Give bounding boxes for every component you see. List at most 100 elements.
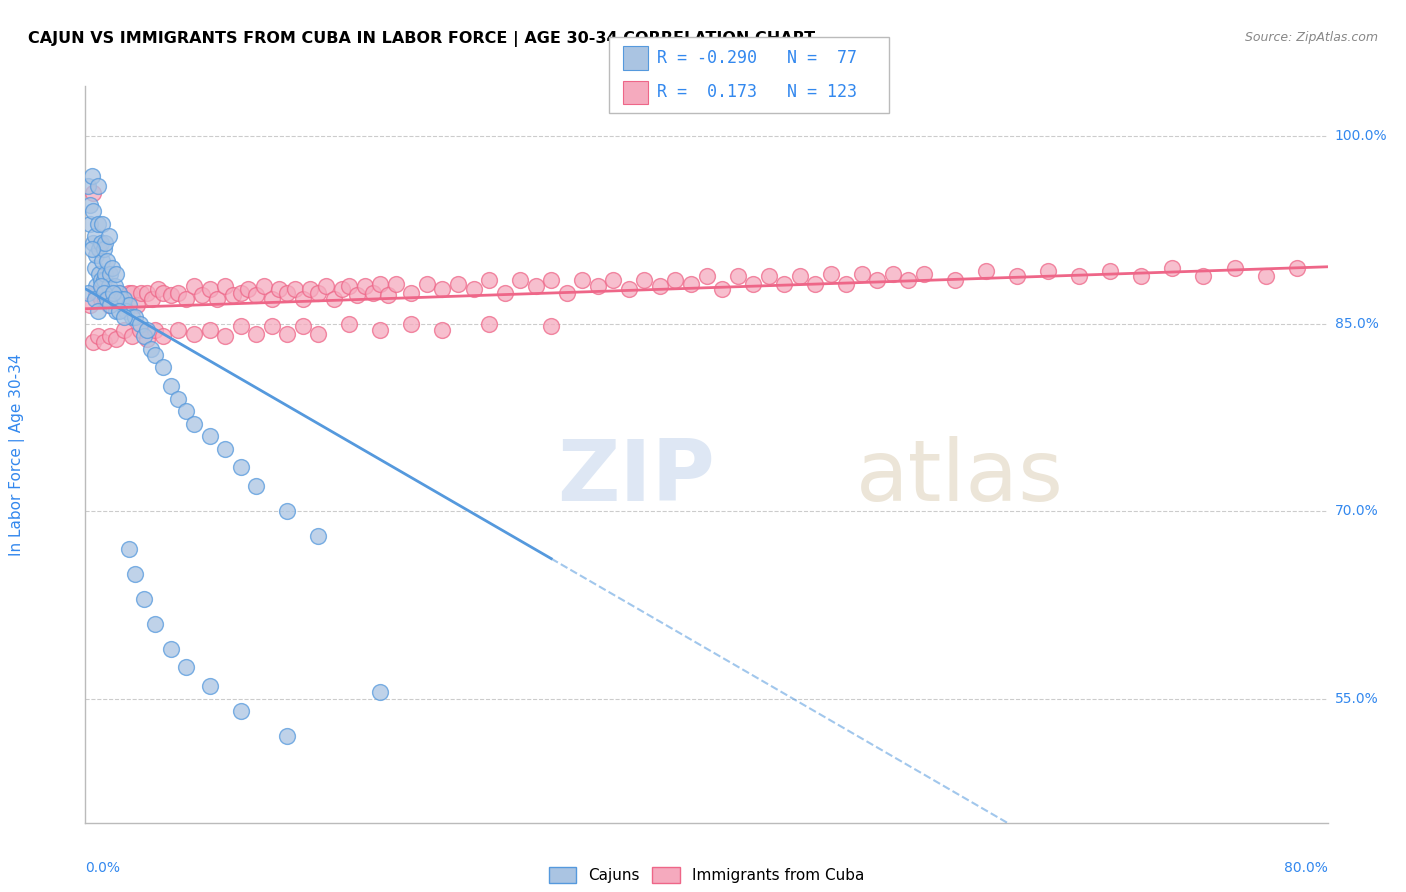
- Point: [416, 277, 439, 291]
- Point: [1192, 269, 1215, 284]
- Point: [1254, 269, 1277, 284]
- Point: [617, 282, 640, 296]
- Point: [82, 335, 104, 350]
- Point: [1069, 269, 1091, 284]
- Point: [1223, 260, 1246, 275]
- Point: [198, 679, 221, 693]
- Point: [540, 319, 562, 334]
- Point: [260, 292, 283, 306]
- Point: [385, 277, 408, 291]
- Point: [94, 267, 117, 281]
- Point: [198, 429, 221, 443]
- Point: [207, 292, 229, 306]
- Point: [198, 323, 221, 337]
- Point: [494, 285, 516, 300]
- Point: [183, 417, 205, 431]
- Point: [118, 541, 141, 556]
- Point: [229, 319, 252, 334]
- Point: [447, 277, 470, 291]
- Point: [307, 529, 329, 543]
- Point: [463, 282, 485, 296]
- Point: [118, 285, 141, 300]
- Point: [90, 235, 112, 250]
- Point: [90, 292, 112, 306]
- Point: [108, 285, 131, 300]
- Point: [679, 277, 702, 291]
- Point: [222, 288, 245, 302]
- Text: R = -0.290   N =  77: R = -0.290 N = 77: [657, 49, 856, 67]
- Point: [105, 304, 128, 318]
- Point: [108, 304, 131, 318]
- Point: [229, 704, 252, 718]
- Point: [97, 229, 120, 244]
- Point: [432, 282, 454, 296]
- Point: [105, 292, 128, 306]
- Point: [90, 273, 112, 287]
- Point: [159, 379, 181, 393]
- Text: atlas: atlas: [856, 435, 1063, 518]
- Point: [586, 279, 609, 293]
- Point: [83, 229, 105, 244]
- Point: [696, 269, 718, 284]
- Point: [245, 479, 267, 493]
- Point: [174, 292, 197, 306]
- Point: [118, 298, 141, 312]
- Point: [80, 242, 103, 256]
- Point: [198, 282, 221, 296]
- Point: [82, 186, 104, 200]
- Point: [820, 267, 842, 281]
- Point: [742, 277, 765, 291]
- Point: [124, 310, 146, 325]
- Point: [337, 279, 360, 293]
- Point: [134, 329, 156, 343]
- Point: [96, 254, 118, 268]
- Point: [555, 285, 578, 300]
- Point: [87, 285, 110, 300]
- Point: [91, 254, 114, 268]
- Point: [214, 329, 236, 343]
- Point: [84, 285, 107, 300]
- Point: [121, 285, 143, 300]
- Point: [105, 294, 128, 309]
- Point: [103, 285, 125, 300]
- Point: [571, 273, 593, 287]
- Point: [1161, 260, 1184, 275]
- Point: [152, 285, 174, 300]
- Point: [105, 267, 128, 281]
- Point: [82, 235, 104, 250]
- Point: [291, 292, 314, 306]
- Point: [1005, 269, 1028, 284]
- Point: [152, 329, 174, 343]
- Point: [125, 298, 148, 312]
- Point: [110, 292, 132, 306]
- Point: [183, 326, 205, 341]
- Text: 0.0%: 0.0%: [86, 861, 121, 875]
- Point: [87, 179, 110, 194]
- Point: [346, 288, 368, 302]
- Point: [370, 323, 392, 337]
- Point: [330, 282, 353, 296]
- Text: 85.0%: 85.0%: [1334, 317, 1379, 331]
- Point: [229, 460, 252, 475]
- Text: ZIP: ZIP: [557, 435, 716, 518]
- Point: [139, 342, 162, 356]
- Point: [108, 285, 131, 300]
- Point: [143, 323, 166, 337]
- Point: [141, 292, 163, 306]
- Point: [253, 279, 276, 293]
- Point: [103, 285, 125, 300]
- Point: [912, 267, 935, 281]
- Point: [191, 288, 214, 302]
- Point: [432, 323, 454, 337]
- Point: [87, 304, 110, 318]
- Point: [167, 285, 190, 300]
- Text: R =  0.173   N = 123: R = 0.173 N = 123: [657, 84, 856, 102]
- Point: [307, 326, 329, 341]
- Point: [136, 323, 159, 337]
- Point: [121, 329, 143, 343]
- Point: [727, 269, 749, 284]
- Point: [214, 442, 236, 456]
- Point: [540, 273, 562, 287]
- Point: [79, 198, 101, 212]
- Point: [370, 277, 392, 291]
